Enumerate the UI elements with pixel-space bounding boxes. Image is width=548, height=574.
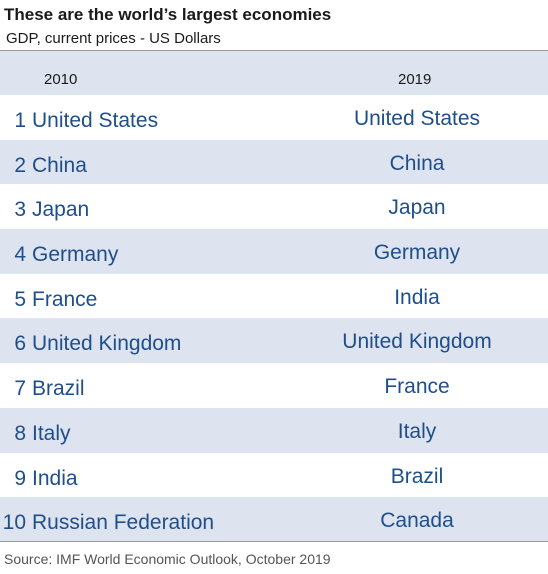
country-2010: Russian Federation <box>32 511 215 535</box>
bottom-divider <box>0 541 548 542</box>
rank-number: 3 <box>14 198 26 222</box>
country-2019: India <box>394 285 440 309</box>
table-row: 7 Brazil France <box>0 363 548 408</box>
country-2010: China <box>32 153 87 177</box>
rank-number: 6 <box>14 332 26 356</box>
country-2010: France <box>32 287 98 311</box>
country-2010: Japan <box>32 198 90 222</box>
table-row: 2 China China <box>0 139 548 185</box>
rank-number: 9 <box>14 466 26 490</box>
table-row: 6 United Kingdom United Kingdom <box>0 318 548 364</box>
country-2019: China <box>389 151 445 175</box>
table-row: 5 France India <box>0 273 548 319</box>
table-header-row: 2010 2019 <box>0 51 548 95</box>
table-row: 9 India Brazil <box>0 452 548 498</box>
ranking-table: 2010 2019 1 United States United States 2 Ch… <box>0 51 548 542</box>
country-2010: United States <box>32 109 159 132</box>
table-row: 8 Italy Italy <box>0 407 548 453</box>
table-row: 4 Germany Germany <box>0 229 548 274</box>
rank-number: 5 <box>14 287 26 311</box>
country-2010: Brazil <box>32 377 85 401</box>
country-2019: Japan <box>388 196 446 220</box>
rank-number: 10 <box>2 511 26 535</box>
table-row: 1 United States United States <box>0 95 548 140</box>
country-2019: Italy <box>397 419 437 443</box>
column-header-2010: 2010 <box>44 71 78 88</box>
country-2010: India <box>32 466 78 490</box>
country-2019: Germany <box>373 241 461 265</box>
rank-number: 7 <box>14 377 26 401</box>
table-body: 1 United States United States 2 China China 3 J… <box>0 95 548 542</box>
source-note: Source: IMF World Economic Outlook, Octo… <box>4 551 331 567</box>
rank-number: 8 <box>14 421 26 445</box>
table-row: 3 Japan Japan <box>0 184 548 230</box>
country-2019: United States <box>353 107 481 130</box>
country-2010: Italy <box>32 421 71 445</box>
rank-number: 2 <box>14 153 26 177</box>
country-2010: Germany <box>32 243 119 267</box>
country-2019: Canada <box>380 509 454 533</box>
country-2019: Brazil <box>390 464 444 488</box>
table-row: 10 Russian Federation Canada <box>0 497 548 542</box>
country-2019: France <box>384 375 450 399</box>
chart-subtitle: GDP, current prices - US Dollars <box>6 30 221 47</box>
top-divider <box>0 50 548 51</box>
country-2010: United Kingdom <box>32 332 182 356</box>
rank-number: 4 <box>14 243 26 267</box>
country-2019: United Kingdom <box>342 330 492 354</box>
chart-title: These are the world’s largest economies <box>4 5 332 24</box>
column-header-2019: 2019 <box>398 71 432 88</box>
rank-number: 1 <box>14 109 26 132</box>
